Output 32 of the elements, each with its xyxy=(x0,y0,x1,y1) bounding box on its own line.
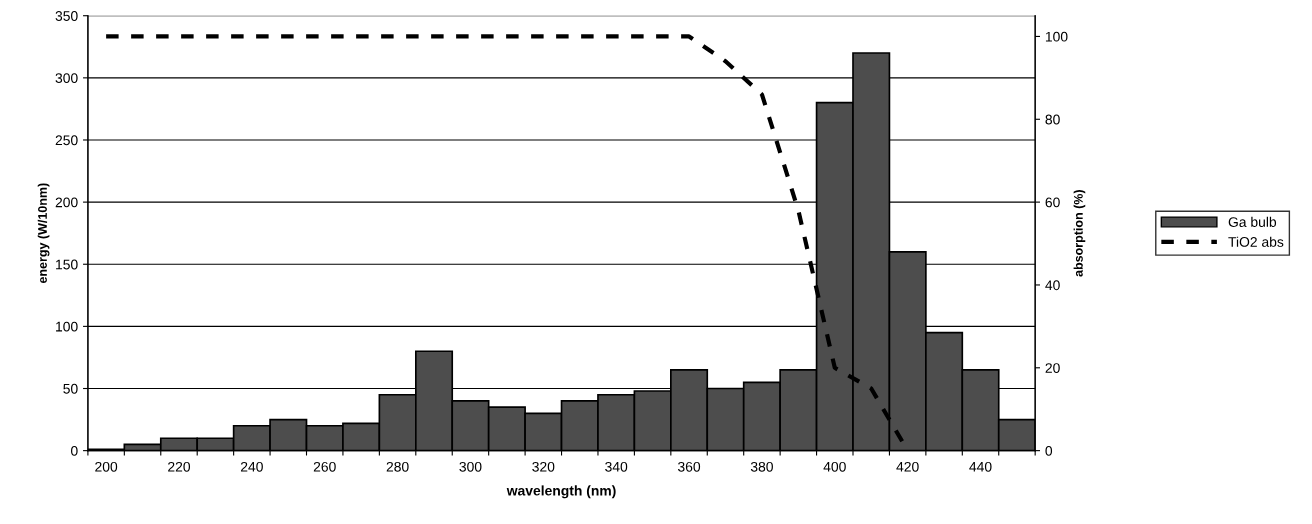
y2-tick-label: 100 xyxy=(1045,31,1068,42)
y-tick-label: 50 xyxy=(63,383,78,394)
y2-tick-label: 40 xyxy=(1045,280,1060,291)
legend-label: TiO2 abs xyxy=(1228,236,1284,247)
x-tick-label: 440 xyxy=(969,461,992,472)
x-tick-label: 320 xyxy=(532,461,555,472)
y-tick-label: 300 xyxy=(55,73,78,84)
y2-tick-label: 80 xyxy=(1045,114,1060,125)
x-tick-label: 260 xyxy=(313,461,336,472)
x-tick-label: 200 xyxy=(95,461,118,472)
x-tick-label: 280 xyxy=(386,461,409,472)
y2-tick-label: 20 xyxy=(1045,363,1060,373)
x-tick-label: 420 xyxy=(896,461,919,472)
y-tick-label: 100 xyxy=(56,321,78,332)
x-tick-label: 360 xyxy=(678,461,701,472)
y2-axis-title: absorption (%) xyxy=(1073,190,1086,277)
y-axis-title: energy (W/10nm) xyxy=(37,183,50,284)
x-tick-label: 380 xyxy=(750,461,773,472)
x-tick-label: 340 xyxy=(605,461,628,472)
y2-tick-label: 0 xyxy=(1045,445,1053,456)
x-axis-title: wavelength (nm) xyxy=(506,485,616,499)
x-tick-label: 220 xyxy=(168,461,191,472)
y2-tick-label: 60 xyxy=(1045,197,1060,208)
x-tick-label: 240 xyxy=(240,461,263,472)
y-tick-label: 0 xyxy=(71,445,78,456)
x-tick-label: 400 xyxy=(823,461,846,472)
legend-label: Ga bulb xyxy=(1228,216,1277,227)
y-tick-label: 150 xyxy=(56,259,78,270)
y-tick-label: 350 xyxy=(55,11,78,21)
y-tick-label: 200 xyxy=(55,197,78,208)
y-tick-label: 250 xyxy=(55,135,78,146)
x-tick-label: 300 xyxy=(459,461,482,472)
